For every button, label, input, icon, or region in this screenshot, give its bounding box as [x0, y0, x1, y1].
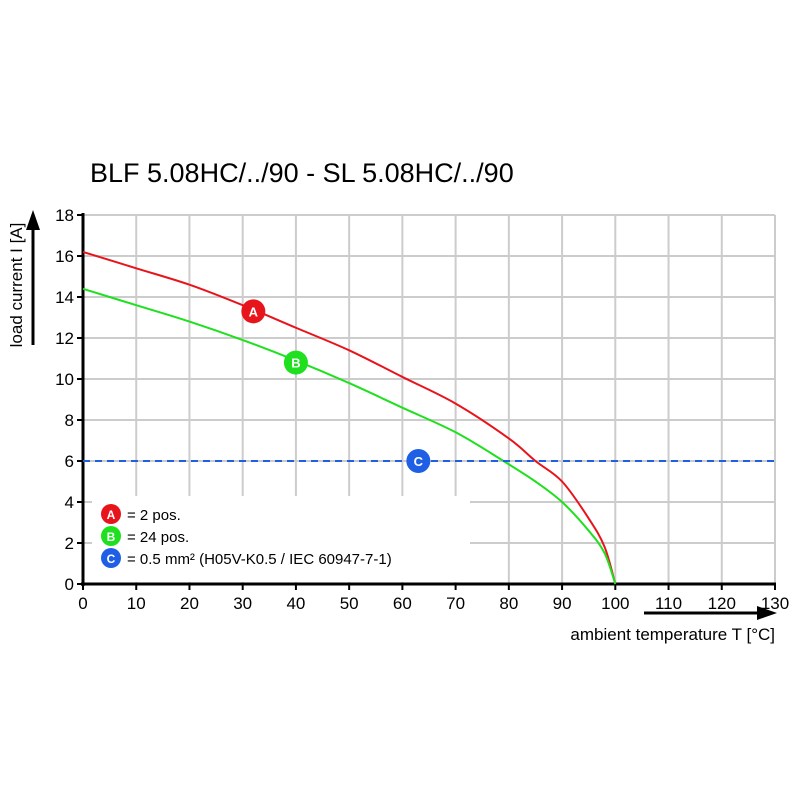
y-tick-label: 8 — [65, 411, 74, 430]
marker-circle — [406, 449, 431, 473]
legend-box — [92, 496, 470, 582]
series-marker-b: B — [283, 350, 308, 375]
marker-circle — [241, 299, 266, 324]
y-tick-label: 16 — [55, 247, 74, 266]
legend-marker-letter: B — [107, 530, 116, 544]
x-tick-label: 0 — [78, 594, 87, 613]
chart-title: BLF 5.08HC/../90 - SL 5.08HC/../90 — [90, 158, 514, 188]
x-tick-label: 120 — [708, 594, 736, 613]
x-axis-arrow-icon — [757, 606, 777, 620]
marker-letter: C — [414, 454, 424, 469]
legend-entry-a: A = 2 pos. — [101, 504, 181, 524]
x-tick-label: 100 — [601, 594, 629, 613]
series-line-a — [82, 250, 617, 585]
series-marker-c: C — [406, 449, 431, 473]
legend-label: = 2 pos. — [127, 507, 181, 524]
y-tick-label: 14 — [55, 288, 74, 307]
y-tick-label: 4 — [65, 493, 74, 512]
x-tick-label: 110 — [655, 594, 682, 613]
x-tick-label: 50 — [340, 594, 359, 613]
x-tick-label: 60 — [393, 594, 412, 613]
y-axis-arrow-icon — [26, 210, 40, 230]
y-tick-label: 2 — [65, 534, 74, 553]
x-tick-label: 30 — [233, 594, 252, 613]
legend-marker-icon — [101, 504, 121, 524]
x-tick-label: 90 — [553, 594, 572, 613]
legend-label: = 0.5 mm² (H05V-K0.5 / IEC 60947-7-1) — [127, 551, 392, 568]
x-axis-label: ambient temperature T [°C] — [570, 625, 775, 644]
legend-marker-icon — [101, 526, 121, 546]
x-tick-label: 130 — [761, 594, 789, 613]
legend-entry-b: B = 24 pos. — [101, 526, 189, 546]
series-line-b — [82, 287, 617, 585]
series-marker-a: A — [241, 299, 266, 324]
legend-marker-letter: A — [107, 508, 116, 522]
x-tick-label: 10 — [127, 594, 146, 613]
marker-circle — [283, 350, 308, 375]
y-tick-label: 6 — [65, 452, 74, 471]
legend-marker-letter: C — [107, 552, 116, 566]
marker-letter: A — [249, 304, 259, 319]
y-tick-label: 0 — [65, 575, 74, 594]
y-tick-label: 18 — [55, 206, 74, 225]
y-tick-label: 12 — [55, 329, 74, 348]
legend-label: = 24 pos. — [127, 529, 189, 546]
y-axis-label: load current I [A] — [7, 223, 26, 348]
x-tick-label: 20 — [180, 594, 199, 613]
y-tick-label: 10 — [55, 370, 74, 389]
legend-marker-icon — [101, 548, 121, 568]
marker-letter: B — [291, 356, 300, 371]
legend-entry-c: C = 0.5 mm² (H05V-K0.5 / IEC 60947-7-1) — [101, 548, 392, 568]
x-tick-label: 40 — [286, 594, 305, 613]
x-tick-label: 70 — [446, 594, 465, 613]
x-tick-label: 80 — [499, 594, 518, 613]
